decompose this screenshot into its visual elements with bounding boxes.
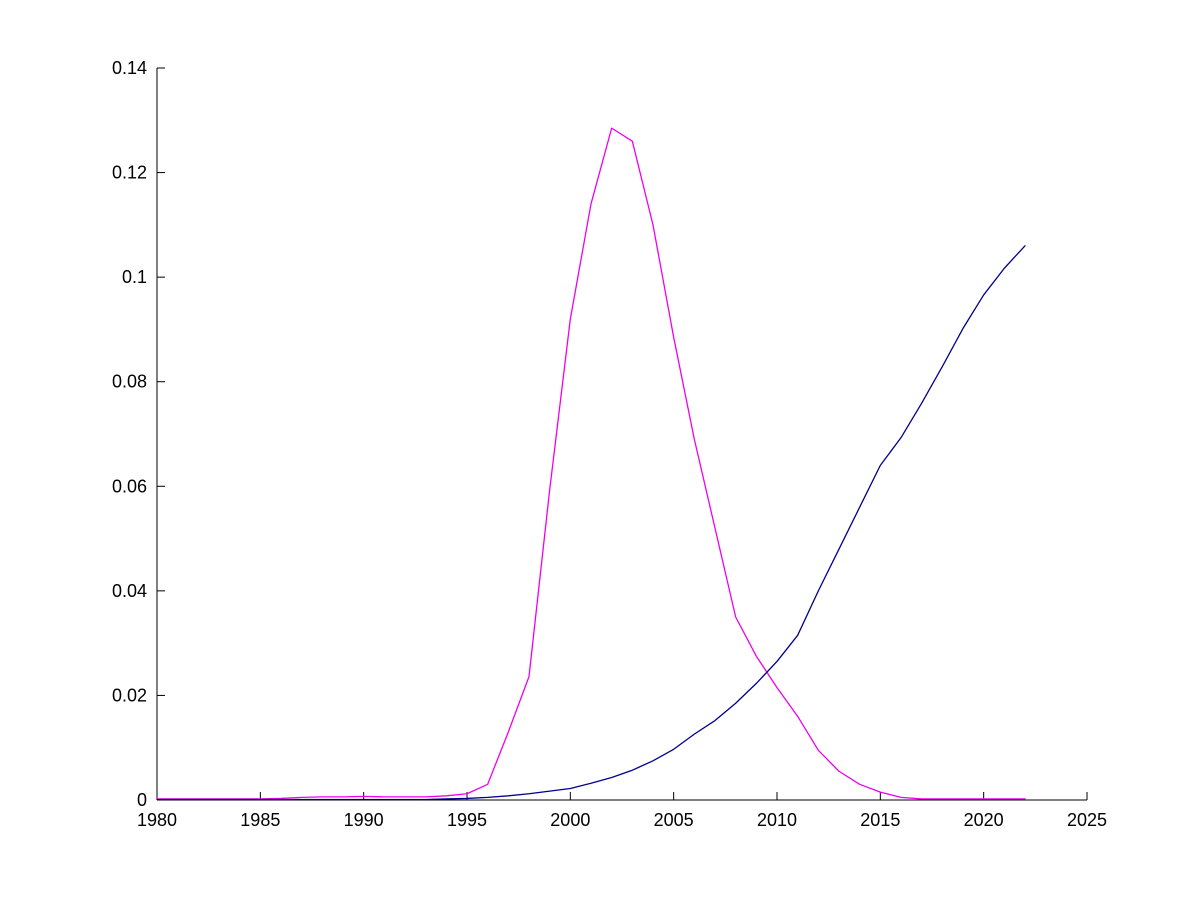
x-tick-label: 2020	[964, 810, 1004, 830]
x-tick-label: 1990	[344, 810, 384, 830]
x-tick-label: 1980	[137, 810, 177, 830]
magenta-bell-curve	[156, 127, 1026, 800]
y-tick-label: 0.14	[112, 58, 147, 78]
y-tick-label: 0.1	[122, 267, 147, 287]
y-tick-label: 0.02	[112, 685, 147, 705]
blue-sigmoid-curve	[156, 245, 1026, 801]
x-tick-label: 2005	[654, 810, 694, 830]
y-tick-label: 0.12	[112, 163, 147, 183]
y-tick-label: 0	[137, 790, 147, 810]
y-tick-label: 0.08	[112, 372, 147, 392]
x-tick-label: 2000	[550, 810, 590, 830]
x-tick-label: 1995	[447, 810, 487, 830]
x-tick-label: 2025	[1067, 810, 1107, 830]
x-tick-label: 2015	[860, 810, 900, 830]
y-tick-label: 0.04	[112, 581, 147, 601]
x-tick-label: 1985	[240, 810, 280, 830]
x-tick-label: 2010	[757, 810, 797, 830]
y-tick-label: 0.06	[112, 476, 147, 496]
